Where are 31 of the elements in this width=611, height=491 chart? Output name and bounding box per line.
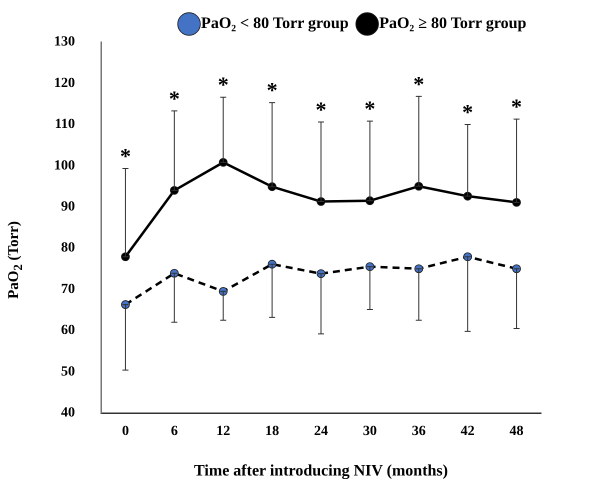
annotation: * xyxy=(511,94,522,120)
y-tick-label: 70 xyxy=(61,282,75,297)
legend-label: PaO₂ ≥ 80 Torr group xyxy=(379,15,527,32)
y-tick-label: 50 xyxy=(61,364,75,380)
y-tick-label: 100 xyxy=(54,158,75,174)
annotation: * xyxy=(120,144,131,169)
y-tick-label: 130 xyxy=(54,34,75,50)
x-tick-label: 36 xyxy=(412,424,426,440)
annotation: * xyxy=(266,78,278,103)
x-tick-label: 30 xyxy=(362,424,377,440)
x-tick-label: 18 xyxy=(265,424,280,440)
annotation: * xyxy=(218,72,229,98)
y-tick-label: 80 xyxy=(61,240,75,256)
annotation: * xyxy=(364,96,376,122)
x-tick-label: 24 xyxy=(314,424,328,440)
x-tick-label: 12 xyxy=(216,424,230,440)
y-tick-label: 120 xyxy=(54,76,75,91)
x-tick-label: 48 xyxy=(510,424,524,440)
annotation: * xyxy=(462,99,474,124)
annotation: * xyxy=(413,71,424,96)
x-tick-label: 42 xyxy=(460,424,475,440)
y-tick-label: 40 xyxy=(61,406,75,421)
x-tick-label: 6 xyxy=(170,424,178,440)
annotation: * xyxy=(168,86,180,111)
legend-label: PaO₂ < 80 Torr group xyxy=(201,15,349,32)
annotation: * xyxy=(316,96,326,122)
y-tick-label: 110 xyxy=(54,117,75,132)
x-tick-label: 0 xyxy=(122,424,129,440)
x-axis-title: Time after introducing NIV (months) xyxy=(194,462,448,480)
y-tick-label: 90 xyxy=(61,200,75,214)
y-tick-label: 60 xyxy=(61,323,75,338)
